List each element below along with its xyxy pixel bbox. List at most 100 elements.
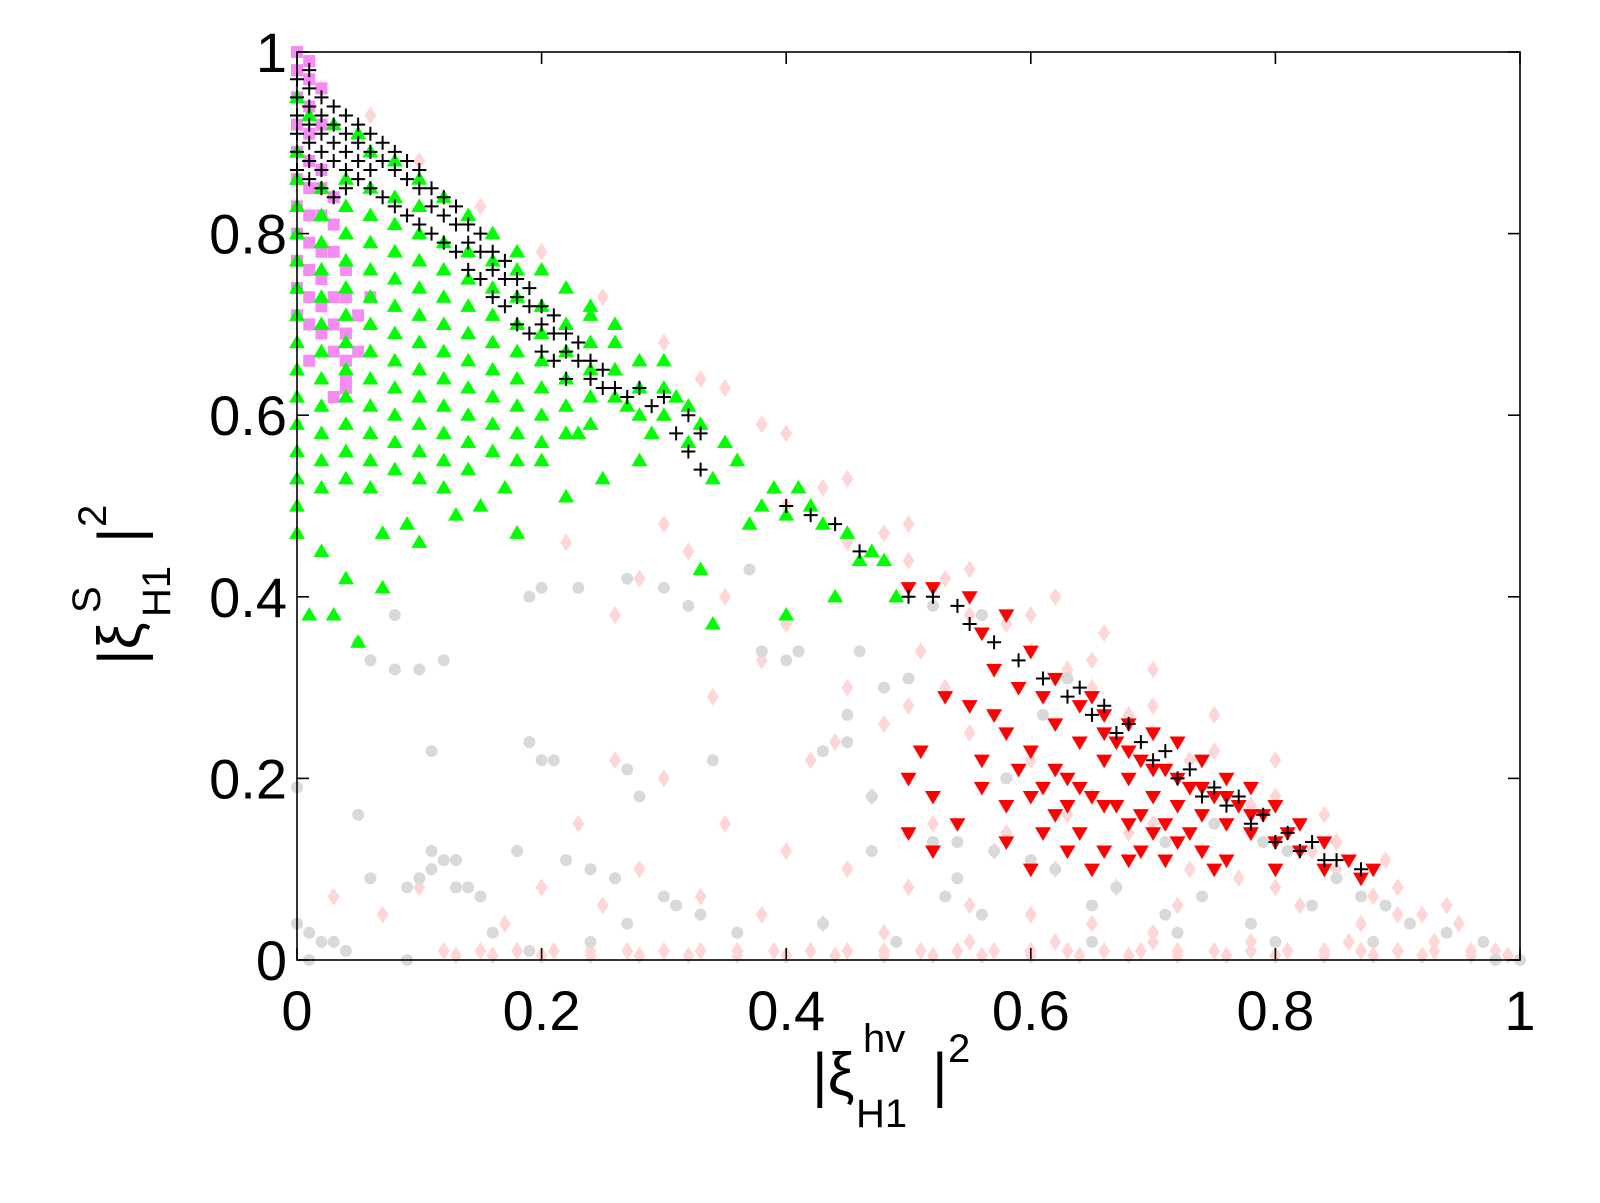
plus-point	[326, 99, 341, 114]
plus-point	[375, 135, 390, 150]
triangle-down-point	[1059, 845, 1076, 860]
plus-point	[338, 126, 353, 141]
plus-point	[852, 544, 867, 559]
diamond-point	[413, 151, 426, 170]
triangle-down-point	[1169, 836, 1186, 850]
diamond-point	[829, 733, 842, 752]
circle-point	[926, 599, 939, 612]
triangle-down-point	[1047, 763, 1064, 778]
x-axis-label-superscript: hv	[863, 1017, 905, 1061]
y-tick-label: 0.4	[209, 566, 287, 629]
triangle-down-point	[1022, 745, 1039, 760]
triangle-down-point	[1120, 772, 1137, 787]
triangle-down-point	[1108, 736, 1125, 751]
triangle-up-point	[411, 534, 428, 548]
circle-point	[1330, 872, 1343, 885]
diamond-point	[1024, 905, 1037, 924]
triangle-up-point	[411, 171, 428, 185]
triangle-up-point	[337, 225, 354, 240]
diamond-point	[1024, 605, 1037, 624]
triangle-up-point	[631, 352, 648, 367]
plus-point	[424, 181, 439, 196]
plus-point	[1329, 853, 1344, 868]
circle-point	[572, 581, 585, 594]
triangle-up-point	[374, 579, 391, 594]
axis-ticks: 0 0.2 0.4 0.6 0.8 1 0 0.2 0.4 0.6 0.8 1	[209, 21, 1535, 1042]
diamond-point	[621, 941, 634, 960]
diamond-point	[1122, 823, 1135, 842]
square-point	[303, 291, 316, 304]
diamond-point	[1281, 941, 1294, 960]
circle-point	[1403, 917, 1416, 930]
plus-point	[473, 272, 488, 286]
triangle-down-point	[1206, 790, 1223, 805]
square-point	[352, 309, 365, 322]
diamond-point	[1244, 941, 1257, 960]
diamond-point	[988, 941, 1001, 960]
square-point	[339, 381, 352, 394]
diamond-point	[1355, 941, 1368, 960]
data-marks	[289, 46, 1526, 966]
plus-point	[607, 380, 622, 395]
circle-point	[523, 944, 536, 957]
diamond-point	[951, 941, 964, 960]
triangle-up-point	[411, 252, 428, 267]
circle-point	[1024, 854, 1037, 867]
circle-point	[413, 872, 426, 885]
plus-point	[363, 126, 378, 141]
triangle-up-point	[386, 325, 403, 340]
plus-point	[571, 353, 586, 368]
plus-point	[595, 380, 610, 395]
triangle-up-point	[337, 334, 354, 349]
triangle-up-point	[386, 216, 403, 231]
triangle-up-point	[472, 498, 489, 512]
triangle-down-point	[986, 663, 1003, 678]
triangle-up-point	[386, 407, 403, 421]
triangle-up-point	[435, 370, 452, 385]
plus-point	[779, 499, 794, 513]
series-triangle-up	[289, 89, 905, 648]
triangle-down-point	[1145, 827, 1162, 841]
triangle-down-point	[1218, 772, 1235, 787]
triangle-up-point	[337, 252, 354, 267]
plus-point	[1182, 762, 1197, 777]
triangle-up-point	[509, 343, 526, 358]
diamond-point	[1098, 624, 1111, 643]
triangle-up-point	[301, 606, 318, 621]
diamond-point	[719, 814, 732, 833]
y-axis-label: |ξ S H1 | 2	[65, 505, 179, 665]
triangle-up-point	[778, 507, 795, 521]
y-axis-label-power: 2	[71, 505, 115, 527]
triangle-down-point	[1035, 827, 1052, 841]
plus-point	[1292, 844, 1307, 859]
diamond-point	[767, 941, 780, 960]
circle-point	[670, 899, 683, 912]
x-tick-label: 1	[1504, 979, 1535, 1042]
diamond-point	[841, 860, 854, 879]
triangle-up-point	[582, 298, 599, 312]
circle-point	[841, 736, 854, 749]
circle-point	[425, 863, 438, 876]
triangle-up-point	[741, 516, 758, 530]
plus-point	[363, 163, 378, 178]
diamond-point	[376, 905, 389, 924]
plus-point	[338, 181, 353, 196]
triangle-down-point	[1316, 863, 1333, 878]
circle-point	[535, 581, 548, 594]
square-point	[327, 318, 340, 331]
triangle-up-point	[435, 343, 452, 358]
triangle-up-point	[692, 561, 709, 576]
plus-point	[302, 81, 317, 96]
diamond-point	[963, 896, 976, 915]
triangle-up-point	[484, 416, 501, 430]
triangle-down-point	[1194, 809, 1211, 823]
diamond-point	[755, 905, 768, 924]
y-axis-label-subscript: H1	[135, 566, 179, 617]
diamond-point	[1318, 805, 1331, 824]
triangle-up-point	[582, 389, 599, 403]
plus-point	[400, 153, 415, 168]
diamond-point	[1098, 941, 1111, 960]
diamond-point	[1391, 941, 1404, 960]
diamond-point	[498, 914, 511, 933]
